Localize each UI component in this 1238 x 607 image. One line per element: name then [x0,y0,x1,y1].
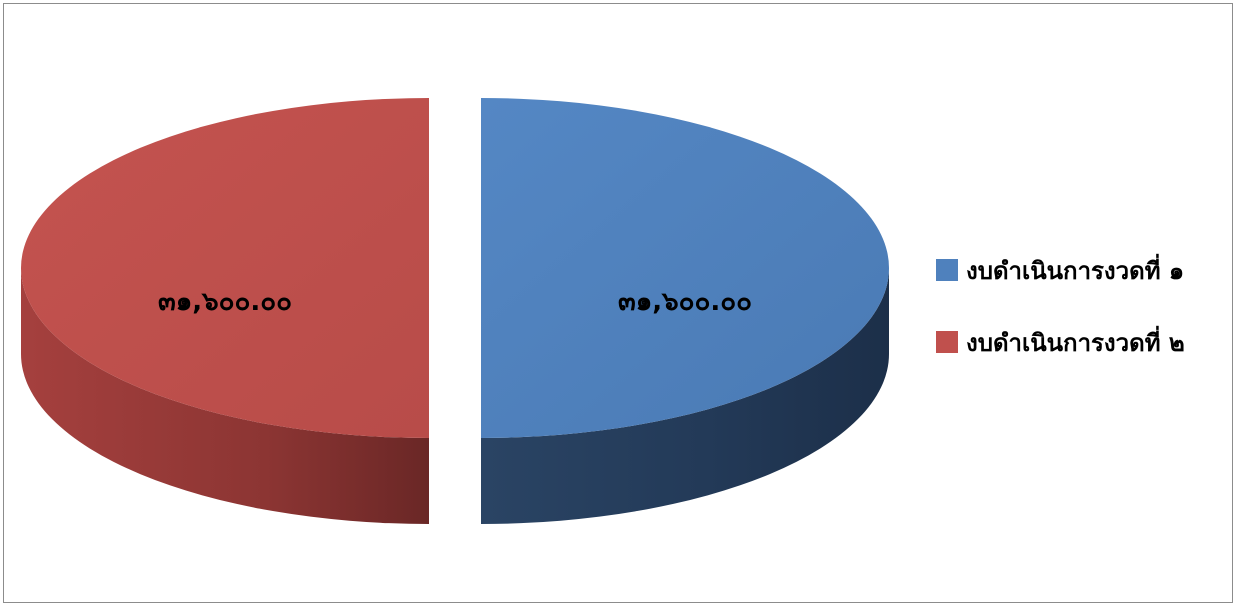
pie-slice-1 [481,98,889,438]
pie-slice-2 [21,98,429,438]
pie-slice-side-1 [481,268,889,524]
legend-label-1: งบดำเนินการงวดที่ ๑ [966,253,1184,285]
legend-swatch-2 [936,331,958,353]
pie-slice-side-2 [21,268,429,524]
data-label-2: ๓๑,๖๐๐.๐๐ [158,287,292,317]
data-label-1: ๓๑,๖๐๐.๐๐ [618,287,752,317]
legend-swatch-1 [936,259,958,281]
legend-label-2: งบดำเนินการงวดที่ ๒ [966,325,1185,357]
